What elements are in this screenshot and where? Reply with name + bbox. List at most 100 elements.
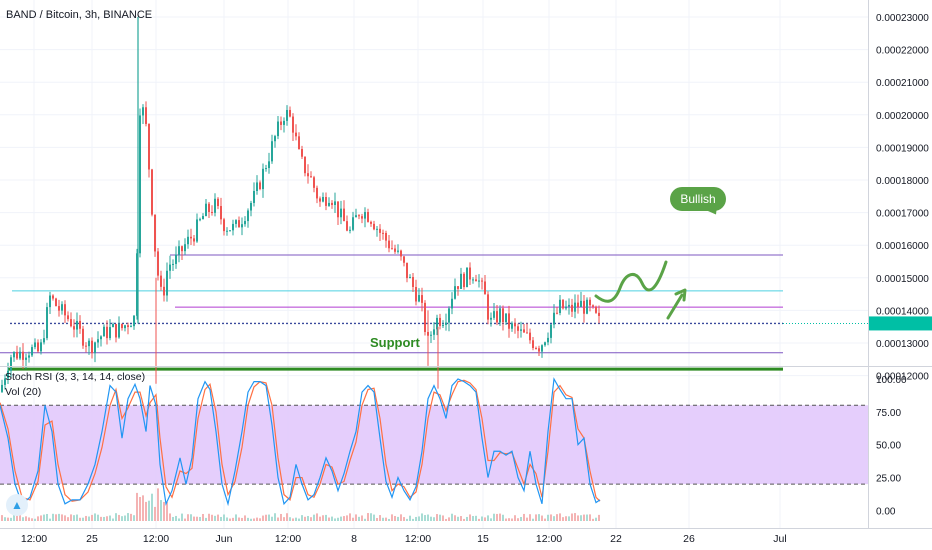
volume-bar: [94, 513, 96, 521]
candle: [265, 164, 267, 172]
candle-body: [349, 229, 351, 231]
volume-bar: [7, 517, 9, 521]
candle-body: [307, 173, 309, 177]
candle: [148, 123, 150, 178]
candle: [172, 259, 174, 271]
candle: [418, 288, 420, 303]
candle: [520, 321, 522, 338]
candle: [256, 175, 258, 195]
candle: [391, 240, 393, 250]
volume-bar: [19, 513, 21, 521]
candle: [334, 192, 336, 213]
candle-body: [394, 248, 396, 252]
volume-bar: [415, 516, 417, 521]
candle-body: [121, 324, 123, 329]
volume-bar: [541, 515, 543, 521]
volume-bar: [430, 516, 432, 521]
candle: [259, 180, 261, 191]
candle-body: [286, 109, 288, 121]
volume-bar: [514, 515, 516, 521]
candle: [262, 163, 264, 198]
candle: [544, 341, 546, 347]
volume-bar: [259, 518, 261, 521]
candle-body: [508, 313, 510, 329]
candle: [454, 278, 456, 300]
volume-bar: [1, 515, 3, 521]
stoch-rsi-axis-labels: 100.00 75.00 50.00 25.00 0.00: [876, 375, 907, 517]
volume-bar: [322, 515, 324, 521]
candle: [586, 297, 588, 315]
candle: [121, 323, 123, 331]
time-tick-label: Jul: [773, 533, 786, 545]
candle-body: [265, 168, 267, 170]
candle-body: [133, 315, 135, 327]
candle: [154, 214, 156, 257]
tradingview-logo-icon[interactable]: ▲: [6, 494, 28, 516]
volume-bar: [151, 493, 153, 521]
candle-body: [61, 304, 63, 311]
volume-bar: [58, 513, 60, 521]
volume-bar: [175, 515, 177, 521]
candle-body: [526, 332, 528, 334]
volume-bar: [220, 516, 222, 521]
price-tick-label: 0.00020000: [876, 111, 929, 122]
candle: [364, 207, 366, 228]
support-label: Support: [370, 335, 420, 350]
candle-body: [235, 220, 237, 224]
candle: [181, 245, 183, 261]
candle: [460, 267, 462, 290]
candlesticks: [1, 17, 600, 393]
volume-bar: [31, 518, 33, 521]
stoch-rsi-band-lines: [0, 404, 868, 485]
volume-bar: [556, 514, 558, 521]
candle: [160, 270, 162, 291]
candle-body: [67, 315, 69, 320]
candle-body: [418, 295, 420, 302]
candle: [82, 325, 84, 349]
candle-body: [340, 208, 342, 218]
candle-body: [373, 223, 375, 230]
volume-bar: [130, 513, 132, 521]
bullish-callout: Bullish: [670, 187, 726, 211]
volume-bar: [520, 516, 522, 521]
volume-bar: [139, 497, 141, 521]
candle: [556, 306, 558, 315]
candle-body: [454, 286, 456, 299]
candle: [433, 322, 435, 340]
candle-body: [163, 286, 165, 296]
candle: [16, 345, 18, 360]
candle-body: [232, 223, 234, 231]
volume-bar: [553, 516, 555, 521]
volume-bar: [436, 514, 438, 521]
volume-bar: [154, 506, 156, 521]
volume-bar: [598, 514, 600, 521]
volume-bar: [382, 517, 384, 521]
candle-body: [25, 357, 27, 360]
candle: [139, 108, 141, 258]
volume-bar: [496, 513, 498, 521]
candle: [136, 248, 138, 320]
candle-body: [490, 317, 492, 320]
candle: [271, 134, 273, 164]
candle-body: [169, 264, 171, 271]
candle: [55, 297, 57, 307]
volume-bar: [280, 513, 282, 521]
candle-body: [118, 324, 120, 338]
candle: [46, 302, 48, 341]
candle: [190, 228, 192, 245]
volume-bar: [490, 518, 492, 521]
volume-bar: [367, 513, 369, 521]
projected-wave: [594, 260, 668, 303]
candle: [430, 331, 432, 343]
candle-body: [271, 141, 273, 162]
volume-bar: [337, 517, 339, 521]
candle: [463, 272, 465, 290]
candle: [73, 319, 75, 338]
candle: [64, 300, 66, 324]
volume-bar: [355, 514, 357, 521]
candle: [337, 201, 339, 225]
candle: [466, 267, 468, 288]
volume-bar: [253, 518, 255, 521]
volume-bar: [295, 517, 297, 521]
volume-bar: [274, 513, 276, 521]
